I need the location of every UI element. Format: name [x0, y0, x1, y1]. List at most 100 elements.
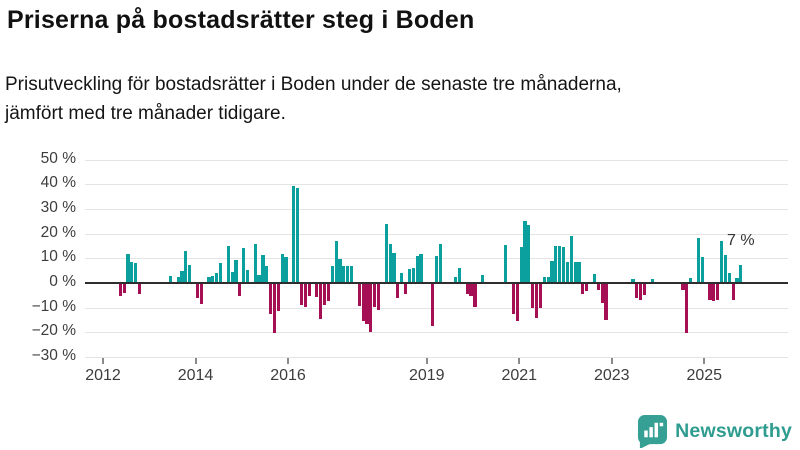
bar-negative: [357, 284, 361, 307]
bar-negative: [195, 284, 199, 298]
newsworthy-logo: Newsworthy: [637, 414, 792, 448]
newsworthy-logo-icon: [638, 415, 668, 448]
x-axis-label: 2012: [85, 367, 121, 384]
x-axis-label: 2021: [501, 367, 538, 384]
bar-positive: [481, 275, 485, 282]
bar-negative: [531, 284, 535, 308]
bar-positive: [411, 267, 415, 282]
y-axis-label: −30 %: [31, 347, 76, 365]
bar-negative: [712, 284, 716, 302]
bar-positive: [546, 276, 550, 282]
bar-negative: [581, 284, 585, 294]
y-axis-label: 30 %: [40, 198, 76, 216]
bar-negative: [639, 284, 643, 301]
bar-negative: [511, 284, 516, 314]
bar-positive: [696, 237, 701, 282]
y-gridline: [85, 184, 788, 186]
bar-positive: [346, 265, 350, 282]
bar-negative: [319, 284, 323, 320]
y-axis-label: 20 %: [40, 223, 76, 241]
bar-positive: [542, 276, 546, 282]
bar-negative: [122, 284, 126, 293]
page-title: Priserna på bostadsrätter steg i Boden: [7, 6, 475, 34]
bar-negative: [642, 284, 647, 296]
y-gridline: [85, 208, 788, 210]
bar-positive: [176, 277, 180, 282]
bar-negative: [369, 284, 373, 333]
bar-positive: [384, 223, 388, 282]
bar-positive: [554, 246, 558, 282]
y-gridline: [85, 307, 788, 309]
x-axis-tick: [518, 358, 521, 364]
bar-negative: [276, 284, 280, 312]
x-axis-tick: [287, 358, 289, 364]
bar-positive: [419, 253, 423, 282]
bar-positive: [184, 251, 188, 282]
bar-positive: [573, 262, 577, 282]
bar-negative: [238, 284, 242, 297]
bar-positive: [261, 254, 265, 282]
bar-positive: [180, 270, 184, 282]
bar-negative: [465, 284, 469, 294]
bar-positive: [438, 243, 442, 282]
bar-positive: [577, 262, 581, 282]
bar-positive: [211, 275, 215, 282]
bar-positive: [242, 248, 246, 282]
bar-positive: [226, 246, 230, 282]
bar-negative: [596, 284, 600, 290]
bar-negative: [708, 284, 712, 301]
chart-description: Prisutveckling för bostadsrätter i Boden…: [5, 70, 622, 128]
bar-positive: [457, 267, 462, 282]
y-axis-label: 40 %: [40, 174, 76, 192]
bar-negative: [473, 284, 477, 308]
bar-positive: [689, 278, 693, 282]
x-axis-label: 2019: [408, 367, 445, 384]
bar-negative: [731, 284, 735, 301]
zero-baseline: [85, 282, 788, 284]
bar-negative: [199, 284, 203, 304]
bar-negative: [299, 284, 304, 305]
bar-positive: [569, 236, 573, 282]
bar-negative: [361, 284, 365, 322]
bar-positive: [700, 257, 704, 282]
bar-negative: [430, 284, 435, 326]
bar-positive: [558, 246, 562, 282]
y-gridline: [85, 357, 788, 359]
bar-positive: [188, 264, 192, 282]
bar-negative: [376, 284, 381, 310]
bar-negative: [303, 284, 307, 307]
y-gridline: [85, 159, 788, 161]
y-axis-label: 0 %: [49, 273, 76, 290]
bar-negative: [604, 284, 608, 321]
y-gridline: [85, 233, 788, 235]
x-axis-label: 2023: [593, 367, 630, 384]
x-axis-tick: [610, 358, 613, 364]
bar-positive: [168, 275, 173, 282]
bar-negative: [269, 284, 273, 314]
bar-negative: [685, 284, 689, 334]
x-axis-tick: [703, 358, 706, 364]
x-axis-label: 2014: [177, 367, 214, 384]
bar-positive: [735, 278, 739, 282]
newsworthy-logo-text: Newsworthy: [675, 419, 792, 442]
bar-negative: [396, 284, 400, 298]
bar-positive: [739, 264, 743, 282]
bar-negative: [600, 284, 604, 304]
x-axis-label: 2025: [686, 367, 723, 384]
bar-positive: [253, 243, 257, 282]
bar-positive: [230, 271, 234, 282]
bar-positive: [523, 220, 527, 282]
bar-negative: [585, 284, 589, 292]
latest-value-annotation: 7 %: [727, 232, 755, 249]
bar-positive: [388, 244, 392, 282]
bar-positive: [126, 253, 130, 282]
x-axis-tick: [425, 358, 428, 364]
bar-negative: [403, 284, 408, 294]
chart-description-line2: jämfört med tre månader tidigare.: [5, 103, 286, 124]
bar-positive: [330, 265, 334, 282]
x-axis-label: 2016: [270, 367, 306, 384]
bar-positive: [349, 265, 354, 282]
bar-negative: [118, 284, 122, 297]
bar-positive: [400, 272, 404, 282]
